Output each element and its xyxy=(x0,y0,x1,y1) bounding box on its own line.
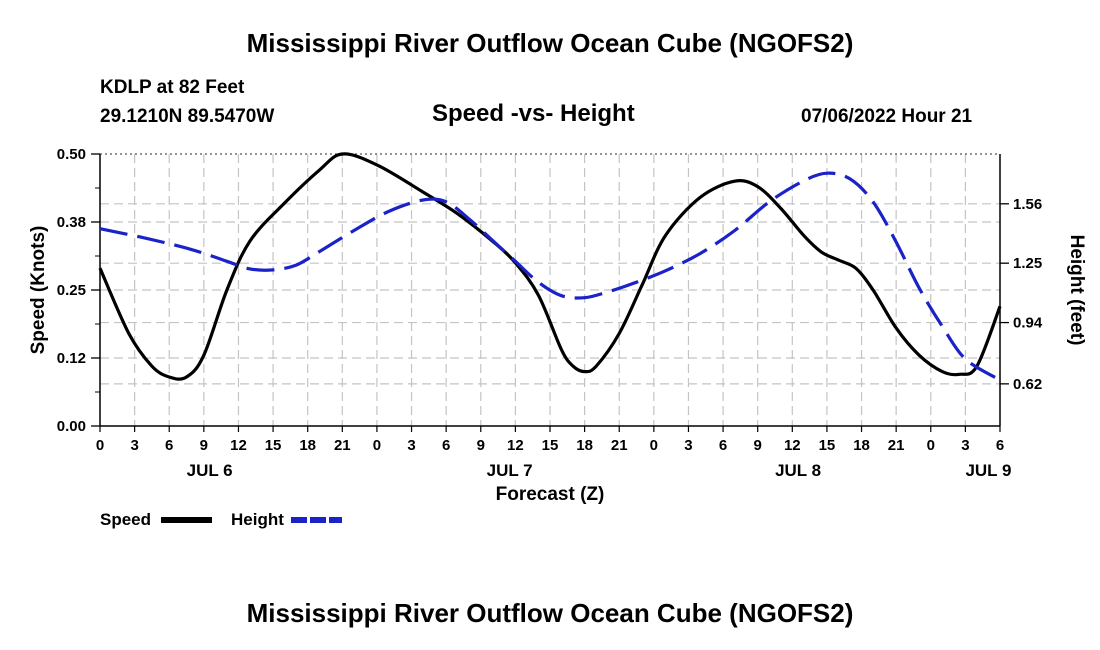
y-right-tick-label: 1.25 xyxy=(1013,255,1042,272)
chart-title: Mississippi River Outflow Ocean Cube (NG… xyxy=(246,28,854,58)
x-tick-label: 6 xyxy=(719,437,727,454)
coordinates-label: 29.1210N 89.5470W xyxy=(100,106,275,127)
y-left-tick-label: 0.25 xyxy=(57,282,86,299)
grid-lines xyxy=(100,153,1000,426)
x-tick-label: 21 xyxy=(334,437,351,454)
x-tick-label: 12 xyxy=(230,437,247,454)
date-label: JUL 7 xyxy=(487,461,533,480)
series-line-speed xyxy=(98,152,1002,381)
x-tick-label: 18 xyxy=(299,437,316,454)
date-label: JUL 6 xyxy=(187,461,233,480)
legend: Speed Height xyxy=(100,510,342,529)
x-tick-label: 9 xyxy=(477,437,485,454)
legend-label-height: Height xyxy=(231,510,284,529)
legend-label-speed: Speed xyxy=(100,510,151,529)
y-left-tick-label: 0.38 xyxy=(57,214,86,231)
series-layer xyxy=(98,152,1002,382)
station-label: KDLP at 82 Feet xyxy=(100,77,245,98)
x-tick-label: 3 xyxy=(407,437,415,454)
y-right-tick-label: 1.56 xyxy=(1013,196,1042,213)
x-tick-label: 3 xyxy=(684,437,692,454)
x-tick-label: 6 xyxy=(996,437,1004,454)
x-axis-title: Forecast (Z) xyxy=(496,484,605,505)
date-label: JUL 9 xyxy=(965,461,1011,480)
x-tick-label: 0 xyxy=(373,437,381,454)
x-tick-label: 9 xyxy=(754,437,762,454)
x-tick-label: 15 xyxy=(265,437,282,454)
y-left-tick-label: 0.00 xyxy=(57,418,86,435)
x-tick-label: 21 xyxy=(611,437,628,454)
x-tick-label: 6 xyxy=(442,437,450,454)
x-tick-label: 6 xyxy=(165,437,173,454)
y-right-tick-label: 0.62 xyxy=(1013,376,1042,393)
timestamp-label: 07/06/2022 Hour 21 xyxy=(801,106,973,127)
y-right-tick-label: 0.94 xyxy=(1013,315,1043,332)
x-tick-label: 21 xyxy=(888,437,905,454)
x-tick-label: 18 xyxy=(853,437,870,454)
y-axis-right-title: Height (feet) xyxy=(1066,235,1087,346)
x-tick-label: 18 xyxy=(576,437,593,454)
axis-labels: 0 3 6 9 12 15 18 21 0 3 6 9 12 15 18 21 0 3 6 9 12 15 18 21 0 3 6 0… xyxy=(28,146,1087,505)
x-tick-label: 0 xyxy=(96,437,104,454)
x-tick-label: 12 xyxy=(784,437,801,454)
axes xyxy=(91,153,1009,432)
x-tick-label: 0 xyxy=(927,437,935,454)
x-tick-label: 9 xyxy=(200,437,208,454)
x-tick-label: 15 xyxy=(819,437,836,454)
series-line-height xyxy=(99,171,1001,382)
date-label: JUL 8 xyxy=(775,461,821,480)
x-tick-label: 12 xyxy=(507,437,524,454)
y-left-tick-label: 0.12 xyxy=(57,350,86,367)
footer-title: Mississippi River Outflow Ocean Cube (NG… xyxy=(246,598,854,628)
chart-subtitle: Speed -vs- Height xyxy=(432,100,635,127)
x-tick-label: 15 xyxy=(542,437,559,454)
x-tick-label: 3 xyxy=(961,437,969,454)
y-left-tick-label: 0.50 xyxy=(57,146,86,163)
x-tick-label: 3 xyxy=(130,437,138,454)
x-tick-label: 0 xyxy=(650,437,658,454)
y-axis-left-title: Speed (Knots) xyxy=(28,226,49,355)
